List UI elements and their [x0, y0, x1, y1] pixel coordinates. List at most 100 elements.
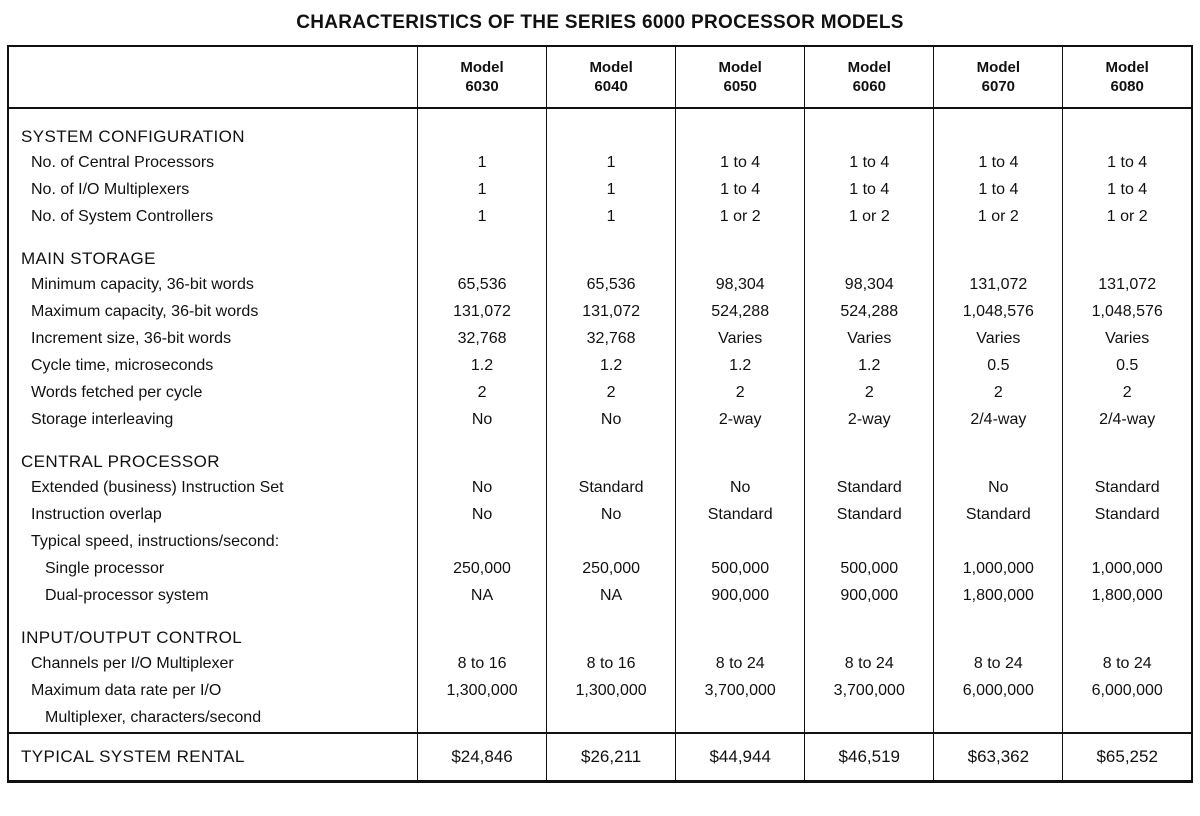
value-cell: No: [933, 475, 1063, 502]
value-cell: 8 to 24: [804, 651, 934, 678]
model-header-number: 6040: [594, 78, 628, 95]
value-cell: 8 to 16: [546, 651, 676, 678]
row-label: Instruction overlap: [31, 506, 162, 524]
characteristics-table: Model 6030 Model 6040 Model 6050 Model 6060 Mode…: [7, 45, 1193, 783]
value-cell: 2: [1062, 380, 1192, 407]
value-cell: [675, 529, 805, 556]
row-label: No. of System Controllers: [31, 208, 214, 226]
value-cell: 1.2: [416, 353, 547, 380]
model-header-word: Model: [976, 58, 1021, 76]
value-cell: Varies: [933, 326, 1063, 353]
row-label: Extended (business) Instruction Set: [31, 479, 284, 497]
value-cell: 131,072: [1062, 272, 1192, 299]
table-row: Storage interleaving No No 2-way 2-way 2/4-wa…: [8, 407, 1192, 434]
value-cell: [416, 529, 547, 556]
empty-cell: [675, 231, 805, 272]
value-cell: [804, 705, 934, 733]
section-heading: INPUT/OUTPUT CONTROL: [21, 627, 243, 647]
value-cell: 1 to 4: [933, 177, 1063, 204]
value-cell: 8 to 24: [1062, 651, 1192, 678]
row-label: Maximum capacity, 36-bit words: [31, 303, 259, 321]
value-cell: 524,288: [675, 299, 805, 326]
value-cell: Varies: [1062, 326, 1192, 353]
model-header-word: Model: [1105, 58, 1149, 76]
model-header-word: Model: [718, 58, 762, 76]
table-row: Dual-processor system NA NA 900,000 900,000 1…: [8, 583, 1192, 610]
empty-cell: [416, 231, 547, 272]
row-label: Dual-processor system: [45, 587, 209, 605]
value-cell: 1,800,000: [933, 583, 1063, 610]
table-row: Words fetched per cycle 2 2 2 2 2 2: [8, 380, 1192, 407]
empty-cell: [546, 610, 676, 651]
model-header-6040: Model 6040: [546, 46, 676, 109]
empty-cell: [804, 434, 934, 475]
rental-value-cell: $63,362: [933, 732, 1063, 782]
empty-cell: [675, 610, 805, 651]
value-cell: Varies: [804, 326, 934, 353]
table-row: Increment size, 36-bit words 32,768 32,768…: [8, 326, 1192, 353]
value-cell: 2: [804, 380, 934, 407]
value-cell: [933, 529, 1063, 556]
empty-cell: [933, 434, 1063, 475]
rental-value-cell: $46,519: [804, 732, 934, 782]
table-row: Maximum capacity, 36-bit words 131,072 131…: [8, 299, 1192, 326]
empty-cell: [416, 610, 547, 651]
row-label: No. of Central Processors: [31, 154, 215, 172]
table-row: Typical speed, instructions/second:: [8, 529, 1192, 556]
model-header-number: 6050: [723, 78, 757, 95]
row-label: Storage interleaving: [31, 411, 174, 429]
value-cell: [416, 705, 547, 733]
value-cell: No: [546, 502, 676, 529]
value-cell: 1 to 4: [933, 150, 1063, 177]
row-label: Multiplexer, characters/second: [45, 709, 262, 727]
value-cell: No: [675, 475, 805, 502]
value-cell: 1.2: [546, 353, 676, 380]
value-cell: 6,000,000: [1062, 678, 1192, 705]
value-cell: 1: [416, 177, 547, 204]
value-cell: 1.2: [675, 353, 805, 380]
value-cell: 500,000: [675, 556, 805, 583]
table-row: Instruction overlap No No Standard Standard S…: [8, 502, 1192, 529]
empty-cell: [933, 108, 1063, 150]
value-cell: 65,536: [546, 272, 676, 299]
value-cell: 8 to 24: [675, 651, 805, 678]
value-cell: 3,700,000: [675, 678, 805, 705]
section-row: INPUT/OUTPUT CONTROL: [8, 610, 1192, 651]
value-cell: 32,768: [546, 326, 676, 353]
section-row: SYSTEM CONFIGURATION: [8, 108, 1192, 150]
value-cell: [1062, 705, 1192, 733]
value-cell: 131,072: [416, 299, 547, 326]
value-cell: 2: [416, 380, 547, 407]
value-cell: 524,288: [804, 299, 934, 326]
value-cell: 250,000: [546, 556, 676, 583]
model-header-word: Model: [847, 58, 891, 76]
value-cell: 1 or 2: [804, 204, 934, 231]
value-cell: 1,048,576: [933, 299, 1063, 326]
value-cell: 2-way: [804, 407, 934, 434]
model-header-6050: Model 6050: [675, 46, 805, 109]
value-cell: Standard: [804, 502, 934, 529]
value-cell: 1,048,576: [1062, 299, 1192, 326]
value-cell: 0.5: [933, 353, 1063, 380]
model-header-word: Model: [460, 58, 504, 76]
value-cell: 1 to 4: [1062, 177, 1192, 204]
model-header-6060: Model 6060: [804, 46, 934, 109]
value-cell: [1062, 529, 1192, 556]
value-cell: [933, 705, 1063, 733]
empty-cell: [933, 610, 1063, 651]
value-cell: 1.2: [804, 353, 934, 380]
model-header-6080: Model 6080: [1062, 46, 1192, 109]
page-title: CHARACTERISTICS OF THE SERIES 6000 PROCE…: [296, 12, 904, 33]
value-cell: 98,304: [675, 272, 805, 299]
row-label: Typical speed, instructions/second:: [31, 533, 280, 551]
value-cell: 8 to 24: [933, 651, 1063, 678]
value-cell: 2: [546, 380, 676, 407]
rental-value-cell: $65,252: [1062, 732, 1192, 782]
empty-cell: [546, 108, 676, 150]
value-cell: 1,000,000: [1062, 556, 1192, 583]
value-cell: NA: [416, 583, 547, 610]
empty-cell: [1062, 108, 1192, 150]
row-label: Minimum capacity, 36-bit words: [31, 276, 254, 294]
